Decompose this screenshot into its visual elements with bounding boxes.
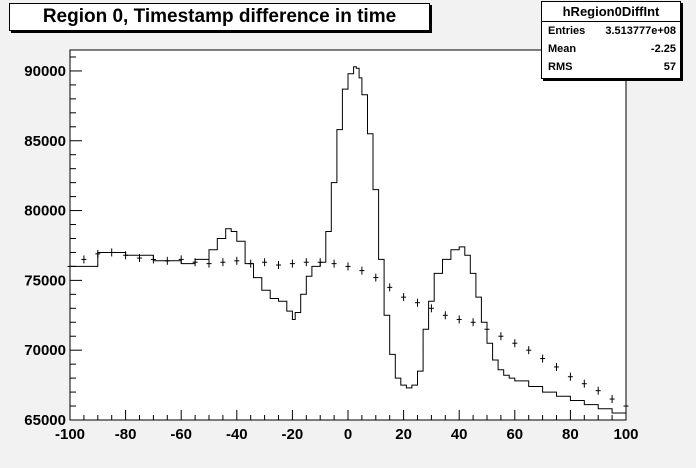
data-point: [345, 262, 351, 271]
data-point: [248, 259, 254, 268]
data-point: [401, 293, 407, 302]
stats-value-rms: 57: [663, 61, 676, 73]
data-point: [359, 266, 365, 275]
x-tick-label: 100: [613, 426, 638, 443]
data-point: [456, 315, 462, 324]
data-point: [123, 251, 129, 260]
series-histogram-line: [70, 66, 626, 414]
stats-label-mean: Mean: [548, 43, 577, 55]
stats-label-rms: RMS: [548, 61, 573, 73]
y-tick-label: 90000: [24, 63, 66, 80]
data-point: [595, 386, 601, 395]
data-point: [220, 258, 226, 267]
data-point: [150, 255, 156, 264]
x-tick-label: 60: [506, 426, 523, 443]
data-point: [442, 311, 448, 320]
data-point: [331, 259, 337, 268]
series-layer: [67, 66, 629, 414]
x-tick-label: 40: [451, 426, 468, 443]
data-point: [540, 354, 546, 363]
data-point: [498, 332, 504, 341]
x-tick-label: -20: [282, 426, 304, 443]
data-point: [526, 346, 532, 355]
stats-histogram-name: hRegion0DiffInt: [542, 2, 680, 22]
y-tick-label: 85000: [24, 133, 66, 150]
x-axis-labels: -100 -80 -60 -40 -20 0 20 40 60 80 100: [55, 426, 639, 443]
data-point: [609, 395, 615, 404]
data-point: [387, 283, 393, 292]
data-point: [303, 258, 309, 267]
y-tick-label: 80000: [24, 203, 66, 220]
x-tick-label: -40: [226, 426, 248, 443]
stats-row-rms: RMS 57: [542, 58, 680, 76]
data-point: [276, 261, 281, 270]
data-point: [67, 262, 73, 271]
y-tick-label: 70000: [24, 342, 66, 359]
stats-value-mean: -2.25: [650, 43, 676, 55]
x-tick-label: 0: [344, 426, 352, 443]
data-point: [512, 339, 518, 348]
data-point: [581, 379, 587, 388]
data-point: [95, 249, 101, 258]
data-point: [623, 402, 629, 411]
data-point: [178, 255, 184, 264]
stats-box: hRegion0DiffInt Entries 3.513777e+08 Mea…: [541, 1, 681, 79]
stats-row-mean: Mean -2.25: [542, 40, 680, 58]
data-point: [289, 259, 295, 268]
data-point: [164, 256, 170, 265]
plot-area: [69, 49, 627, 421]
data-point: [81, 255, 87, 264]
x-tick-label: 80: [562, 426, 579, 443]
data-point: [109, 248, 115, 257]
data-point: [554, 362, 559, 371]
data-point: [373, 273, 379, 282]
y-tick-label: 75000: [24, 272, 66, 289]
stats-value-entries: 3.513777e+08: [605, 25, 676, 37]
data-point: [234, 256, 240, 265]
data-point: [317, 258, 323, 267]
stats-row-entries: Entries 3.513777e+08: [542, 22, 680, 40]
data-point: [262, 258, 268, 267]
x-tick-label: -60: [170, 426, 192, 443]
y-tick-label: 65000: [24, 412, 66, 429]
stats-label-entries: Entries: [548, 25, 586, 37]
data-point: [484, 325, 490, 334]
data-point: [470, 318, 476, 327]
x-tick-label: -100: [55, 426, 85, 443]
chart-title: Region 0, Timestamp difference in time: [9, 3, 430, 31]
x-tick-label: 20: [395, 426, 412, 443]
data-point: [415, 298, 420, 307]
data-point: [206, 259, 212, 268]
y-axis-labels: 65000 70000 75000 80000 85000 90000: [24, 63, 66, 429]
data-point: [137, 254, 142, 263]
data-point: [567, 372, 573, 381]
x-tick-label: -80: [115, 426, 137, 443]
data-point: [192, 258, 198, 267]
data-point: [428, 304, 434, 313]
